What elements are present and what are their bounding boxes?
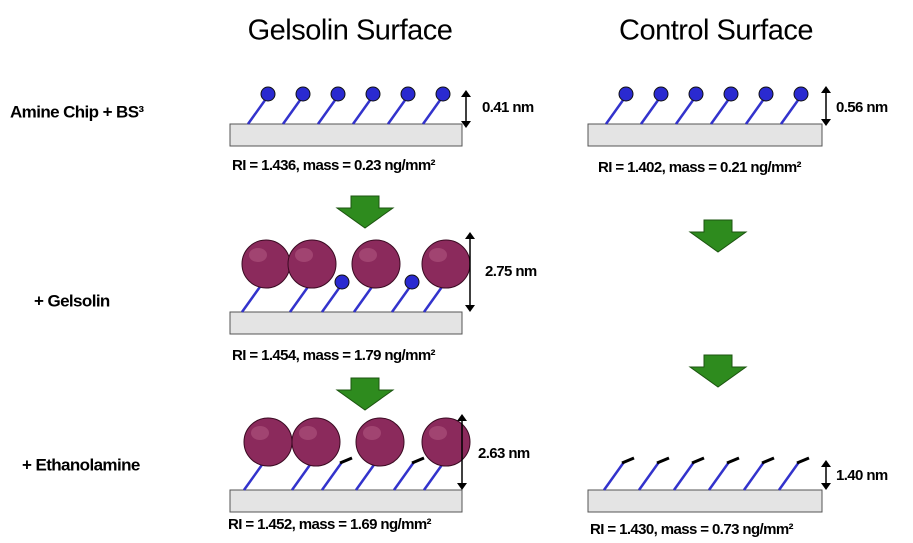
row-label: + Ethanolamine <box>22 455 140 474</box>
arrowhead <box>465 232 475 239</box>
highlight <box>359 248 377 262</box>
ester-group <box>366 87 380 101</box>
row-label: + Gelsolin <box>34 291 110 310</box>
ester-group <box>401 87 415 101</box>
linker <box>424 284 444 312</box>
highlight <box>249 248 267 262</box>
arrow <box>690 220 746 252</box>
linker <box>356 462 376 490</box>
highlight <box>429 426 447 440</box>
linker <box>424 462 444 490</box>
properties-label: RI = 1.402, mass = 0.21 ng/mm² <box>598 159 802 176</box>
linker <box>242 284 262 312</box>
linker <box>394 462 414 490</box>
ester-group <box>619 87 633 101</box>
cap-group <box>762 458 774 463</box>
highlight <box>299 426 317 440</box>
linker <box>744 462 764 490</box>
gelsolin-protein <box>422 418 470 466</box>
linker <box>779 462 799 490</box>
thickness-label: 2.75 nm <box>485 263 537 280</box>
cap-group <box>797 458 809 463</box>
cap-group <box>340 458 352 463</box>
properties-label: RI = 1.436, mass = 0.23 ng/mm² <box>232 157 436 174</box>
gelsolin-protein <box>244 418 292 466</box>
arrowhead <box>821 460 831 467</box>
ester-group <box>689 87 703 101</box>
arrow <box>690 355 746 387</box>
arrowhead <box>821 86 831 93</box>
thickness-label: 0.41 nm <box>482 99 534 116</box>
arrowhead <box>457 483 467 490</box>
ester-group <box>405 275 419 289</box>
ester-group <box>724 87 738 101</box>
ester-group <box>794 87 808 101</box>
cap-group <box>692 458 704 463</box>
linker <box>674 462 694 490</box>
gelsolin-protein <box>352 240 400 288</box>
properties-label: RI = 1.452, mass = 1.69 ng/mm² <box>228 516 432 533</box>
thickness-label: 0.56 nm <box>836 99 888 116</box>
highlight <box>429 248 447 262</box>
linker <box>354 284 374 312</box>
ester-group <box>331 87 345 101</box>
arrowhead <box>465 305 475 312</box>
arrowhead <box>461 90 471 97</box>
substrate <box>230 490 462 512</box>
properties-label: RI = 1.454, mass = 1.79 ng/mm² <box>232 347 436 364</box>
gelsolin-protein <box>422 240 470 288</box>
thickness-label: 1.40 nm <box>836 467 888 484</box>
substrate <box>230 312 462 334</box>
ester-group <box>261 87 275 101</box>
ester-group <box>296 87 310 101</box>
cap-group <box>412 458 424 463</box>
ester-group <box>759 87 773 101</box>
linker <box>639 462 659 490</box>
arrow <box>337 196 393 228</box>
column-title: Control Surface <box>619 15 813 47</box>
row-label: Amine Chip + BS³ <box>10 102 144 121</box>
cap-group <box>657 458 669 463</box>
linker <box>292 462 312 490</box>
cap-group <box>727 458 739 463</box>
highlight <box>295 248 313 262</box>
properties-label: RI = 1.430, mass = 0.73 ng/mm² <box>590 521 794 538</box>
substrate <box>588 124 822 146</box>
highlight <box>363 426 381 440</box>
ester-group <box>436 87 450 101</box>
gelsolin-protein <box>292 418 340 466</box>
substrate <box>588 490 822 512</box>
diagram: Gelsolin Surface Control Surface Amine C… <box>0 0 913 543</box>
linker <box>604 462 624 490</box>
arrow <box>337 378 393 410</box>
arrowhead <box>821 483 831 490</box>
arrowhead <box>457 414 467 421</box>
ester-group <box>335 275 349 289</box>
gelsolin-protein <box>288 240 336 288</box>
ester-group <box>654 87 668 101</box>
cap-group <box>622 458 634 463</box>
gelsolin-protein <box>356 418 404 466</box>
substrate <box>230 124 462 146</box>
gelsolin-protein <box>242 240 290 288</box>
linker <box>322 462 342 490</box>
column-title: Gelsolin Surface <box>248 15 453 47</box>
highlight <box>251 426 269 440</box>
linker <box>709 462 729 490</box>
linker <box>244 462 264 490</box>
linker <box>290 284 310 312</box>
thickness-label: 2.63 nm <box>478 445 530 462</box>
